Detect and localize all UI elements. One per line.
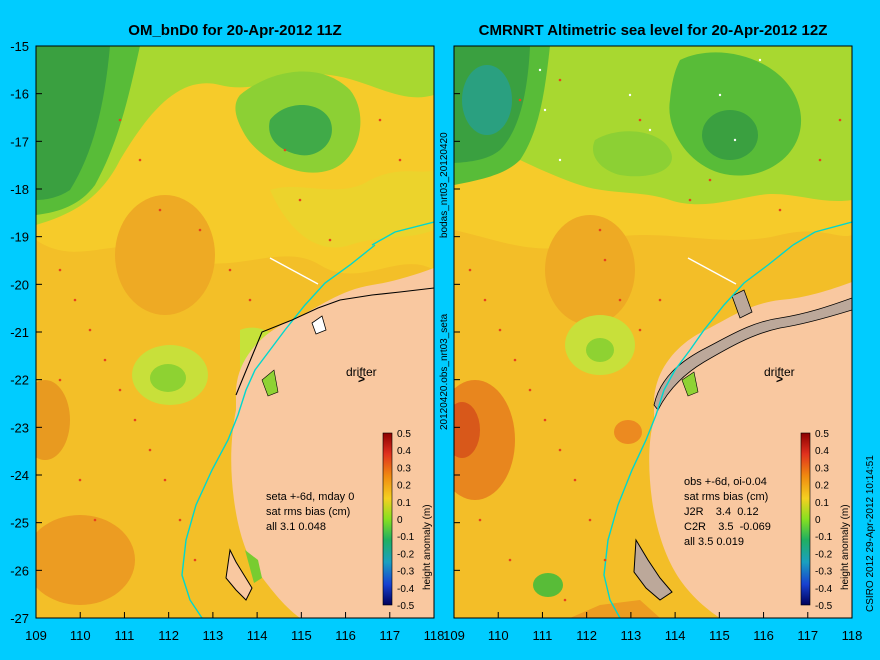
colorbar-tick-label: -0.4 bbox=[815, 584, 833, 595]
y-tick-label: -24 bbox=[10, 468, 29, 483]
colorbar-tick-label: -0.5 bbox=[397, 601, 415, 612]
right-stats-line-5: all 3.5 0.019 bbox=[684, 536, 744, 548]
colorbar-tick-label: -0.1 bbox=[397, 532, 415, 543]
side-label-middle: 20120420.obs_nrt03_seta bbox=[439, 313, 450, 430]
x-tick-label: 111 bbox=[533, 628, 553, 643]
x-tick-label: 113 bbox=[203, 628, 224, 643]
x-tick-label: 113 bbox=[621, 628, 642, 643]
y-tick-label: -20 bbox=[10, 277, 29, 292]
colorbar-tick-label: -0.1 bbox=[815, 532, 833, 543]
right-panel-title: CMRNRT Altimetric sea level for 20-Apr-2… bbox=[479, 22, 828, 39]
y-tick-label: -15 bbox=[10, 39, 29, 54]
colorbar-tick-label: -0.3 bbox=[397, 567, 415, 578]
right-colorbar: height anomaly (m) 0.5 0.4 0.3 0.2 0.1 0 -0.1 -… bbox=[800, 429, 851, 612]
x-tick-label: 111 bbox=[115, 628, 135, 643]
colorbar-tick-label: 0.3 bbox=[815, 463, 829, 474]
colorbar-tick-label: 0.1 bbox=[815, 498, 829, 509]
left-drifter-arrow: > bbox=[358, 372, 365, 386]
left-stats-line-3: all 3.1 0.048 bbox=[266, 521, 326, 533]
right-satellite-markers bbox=[538, 58, 762, 162]
x-tick-label: 116 bbox=[753, 628, 774, 643]
right-drifter-label: drifter bbox=[764, 365, 795, 379]
x-tick-label: 110 bbox=[488, 628, 509, 643]
x-tick-label: 114 bbox=[247, 628, 268, 643]
x-tick-label: 118 bbox=[424, 628, 445, 643]
colorbar-tick-label: -0.4 bbox=[397, 584, 415, 595]
y-tick-label: -26 bbox=[10, 563, 29, 578]
y-tick-label: -22 bbox=[10, 373, 29, 388]
x-tick-label: 112 bbox=[576, 628, 597, 643]
left-x-axis-ticks: 109 110 111 112 113 114 115 116 117 118 bbox=[25, 612, 444, 643]
colorbar-tick-label: 0 bbox=[815, 515, 821, 526]
left-stats-line-2: sat rms bias (cm) bbox=[266, 506, 350, 518]
y-axis-ticks: -15 -16 -17 -18 -19 -20 -21 -22 -23 -24 -25 -26 -27 bbox=[10, 39, 460, 626]
left-map: drifter > seta +-6d, mday 0 sat rms bias… bbox=[36, 46, 434, 618]
right-stats-line-1: obs +-6d, oi-0.04 bbox=[684, 476, 767, 488]
y-tick-label: -17 bbox=[10, 134, 29, 149]
y-tick-label: -21 bbox=[10, 325, 29, 340]
x-tick-label: 115 bbox=[291, 628, 312, 643]
left-observation-markers bbox=[58, 118, 402, 562]
y-tick-label: -23 bbox=[10, 420, 29, 435]
right-colorbar-label: height anomaly (m) bbox=[840, 504, 851, 590]
x-tick-label: 116 bbox=[335, 628, 356, 643]
colorbar-tick-label: -0.2 bbox=[397, 549, 415, 560]
y-tick-label: -25 bbox=[10, 516, 29, 531]
side-label-top: bodas_nrt03_20120420 bbox=[439, 132, 450, 238]
colorbar-tick-label: -0.2 bbox=[815, 549, 833, 560]
y-tick-label: -19 bbox=[10, 230, 29, 245]
right-observation-markers bbox=[468, 78, 842, 602]
y-tick-label: -16 bbox=[10, 87, 29, 102]
x-tick-label: 114 bbox=[665, 628, 686, 643]
colorbar-tick-label: 0 bbox=[397, 515, 403, 526]
x-tick-label: 118 bbox=[842, 628, 863, 643]
x-tick-label: 109 bbox=[443, 628, 465, 643]
x-tick-label: 109 bbox=[25, 628, 47, 643]
x-tick-label: 117 bbox=[797, 628, 818, 643]
y-tick-label: -18 bbox=[10, 182, 29, 197]
left-colorbar-label: height anomaly (m) bbox=[422, 504, 433, 590]
left-panel-title: OM_bnD0 for 20-Apr-2012 11Z bbox=[128, 22, 341, 39]
colorbar-tick-label: 0.3 bbox=[397, 463, 411, 474]
left-drifter-label: drifter bbox=[346, 365, 377, 379]
colorbar-tick-label: 0.4 bbox=[397, 446, 411, 457]
y-tick-label: -27 bbox=[10, 611, 29, 626]
colorbar-tick-label: -0.5 bbox=[815, 601, 833, 612]
colorbar-tick-label: 0.5 bbox=[815, 429, 829, 440]
colorbar-tick-label: -0.3 bbox=[815, 567, 833, 578]
colorbar-tick-label: 0.4 bbox=[815, 446, 829, 457]
right-stats-line-3: J2R 3.4 0.12 bbox=[684, 506, 759, 518]
x-tick-label: 110 bbox=[70, 628, 91, 643]
right-stats-line-4: C2R 3.5 -0.069 bbox=[684, 521, 771, 533]
right-map: drifter > obs +-6d, oi-0.04 sat rms bias… bbox=[454, 46, 852, 618]
right-stats-line-2: sat rms bias (cm) bbox=[684, 491, 768, 503]
colorbar-tick-label: 0.5 bbox=[397, 429, 411, 440]
colorbar-tick-label: 0.2 bbox=[815, 481, 829, 492]
x-tick-label: 112 bbox=[158, 628, 179, 643]
right-x-axis-ticks: 109 110 111 112 113 114 115 116 117 118 bbox=[443, 612, 862, 643]
x-tick-label: 117 bbox=[379, 628, 400, 643]
colorbar-tick-label: 0.1 bbox=[397, 498, 411, 509]
colorbar-tick-label: 0.2 bbox=[397, 481, 411, 492]
right-drifter-arrow: > bbox=[776, 372, 783, 386]
left-stats-line-1: seta +-6d, mday 0 bbox=[266, 491, 354, 503]
x-tick-label: 115 bbox=[709, 628, 730, 643]
left-colorbar: height anomaly (m) 0.5 0.4 0.3 0.2 0.1 0 -0.1 -… bbox=[382, 429, 433, 612]
side-label-bottom: CSIRO 2012 29-Apr-2012 10:14:51 bbox=[865, 455, 876, 612]
